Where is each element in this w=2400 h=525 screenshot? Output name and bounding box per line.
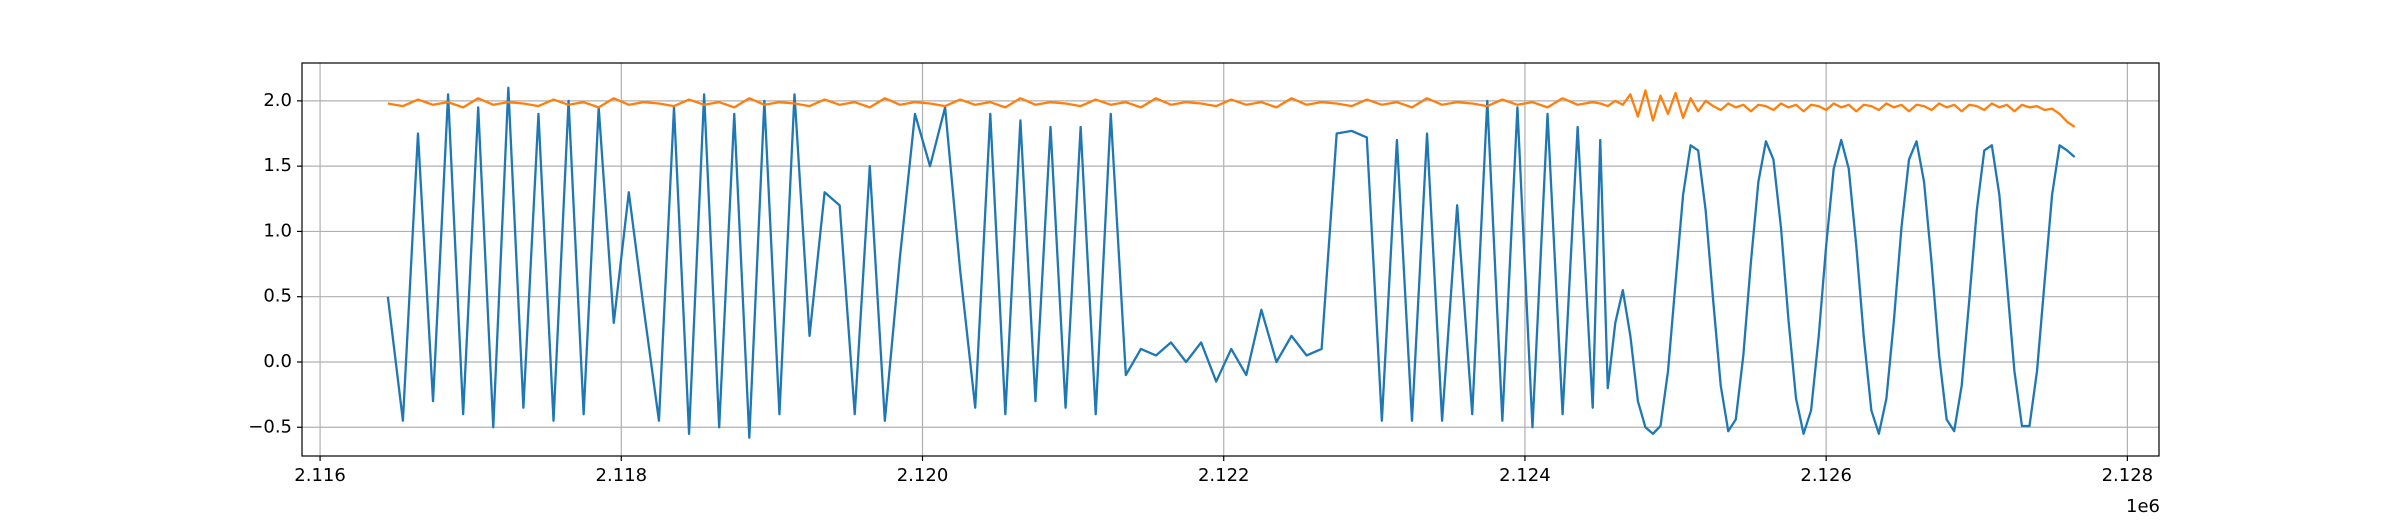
data-line [387, 89, 2076, 128]
x-tick-label: 2.116 [294, 465, 346, 486]
y-tick-label: 2.0 [263, 90, 292, 111]
x-tick-label: 2.128 [2102, 465, 2154, 486]
plot-area [386, 86, 2076, 439]
y-tick-label: 0.0 [263, 351, 292, 372]
x-tick-label: 2.118 [596, 465, 648, 486]
y-tick-label: −0.5 [248, 416, 292, 437]
axes-frame [301, 62, 2160, 457]
ticks: 2.116 2.118 2.120 2.122 2.124 2.126 2.128 −0.5 0… [248, 90, 2153, 486]
y-tick-label: 1.5 [263, 155, 292, 176]
y-tick-label: 1.0 [263, 220, 292, 241]
data-line [386, 86, 2076, 439]
x-tick-label: 2.120 [897, 465, 949, 486]
y-tick-label: 0.5 [263, 286, 292, 307]
x-tick-label: 2.124 [1499, 465, 1551, 486]
x-tick-label: 2.122 [1198, 465, 1250, 486]
x-offset-label: 1e6 [2126, 496, 2160, 517]
x-tick-label: 2.126 [1800, 465, 1852, 486]
